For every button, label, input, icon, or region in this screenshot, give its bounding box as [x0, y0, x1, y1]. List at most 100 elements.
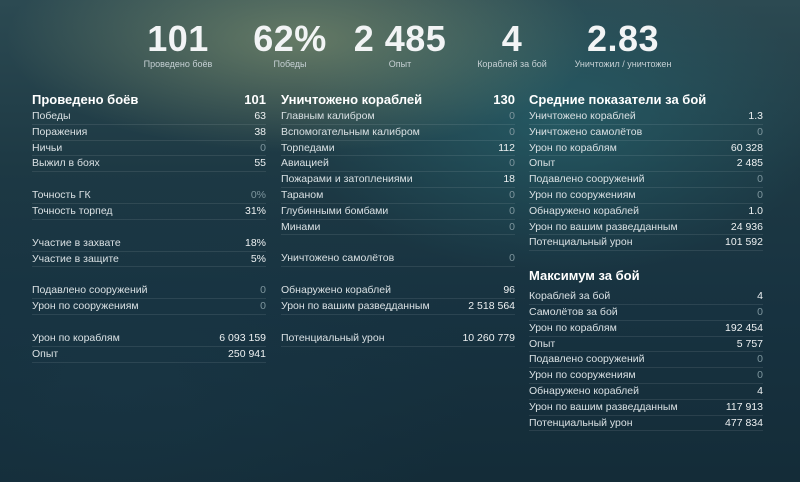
- stat-label: Кораблей за бой: [529, 290, 611, 303]
- section-header: Средние показатели за бой: [529, 90, 763, 109]
- stat-row: Торпедами 112: [281, 141, 515, 157]
- stat-value: 6 093 159: [219, 331, 266, 344]
- stat-value: 0: [509, 252, 515, 265]
- stat-value: 18%: [244, 236, 266, 249]
- stat-value: 4: [757, 384, 763, 397]
- stat-row: Точность ГК 0%: [32, 188, 266, 204]
- stat-value: 0: [757, 173, 763, 186]
- summary-bar: 101 Проведено боёв 62% Победы 2 485 Опыт…: [0, 20, 800, 72]
- stat-row: Поражения 38: [32, 125, 266, 141]
- summary-label: Проведено боёв: [143, 59, 213, 69]
- stat-label: Опыт: [529, 157, 556, 170]
- stat-value: 0: [509, 220, 515, 233]
- stat-value: 24 936: [730, 220, 763, 233]
- stat-row: Опыт 5 757: [529, 337, 763, 353]
- stat-label: Уничтожено самолётов: [529, 125, 643, 138]
- section-title: Проведено боёв: [32, 92, 139, 107]
- stat-label: Обнаружено кораблей: [529, 204, 639, 217]
- stat-label: Вспомогательным калибром: [281, 125, 420, 138]
- stat-label: Торпедами: [281, 141, 335, 154]
- stat-label: Тараном: [281, 188, 324, 201]
- stat-label: Пожарами и затоплениями: [281, 173, 413, 186]
- stat-row: Урон по сооружениям 0: [529, 188, 763, 204]
- stat-row: Самолётов за бой 0: [529, 305, 763, 321]
- stat-label: Поражения: [32, 125, 88, 138]
- stat-value: 117 913: [725, 400, 763, 413]
- stat-label: Авиацией: [281, 157, 329, 170]
- stat-label: Потенциальный урон: [529, 236, 633, 249]
- stat-value: 0: [509, 110, 515, 122]
- stat-value: 10 260 779: [462, 331, 515, 344]
- stat-row: Глубинными бомбами 0: [281, 204, 515, 220]
- stat-value: 0: [509, 125, 515, 138]
- stat-value: 101 592: [725, 236, 763, 249]
- stat-value: 0%: [250, 189, 266, 202]
- summary-value: 62%: [253, 18, 327, 59]
- stat-label: Участие в защите: [32, 252, 119, 265]
- stat-row: Урон по кораблям 192 454: [529, 321, 763, 337]
- stat-label: Урон по вашим разведданным: [529, 220, 678, 233]
- summary-experience: 2 485 Опыт: [340, 18, 460, 70]
- stat-row: Обнаружено кораблей 1.0: [529, 204, 763, 220]
- stat-value: 2 518 564: [468, 299, 515, 312]
- stat-value: 4: [757, 290, 763, 303]
- stat-row: Подавлено сооружений 0: [529, 352, 763, 369]
- summary-label: Победы: [273, 59, 307, 69]
- stat-value: 0: [757, 125, 763, 138]
- summary-value: 2 485: [353, 18, 447, 59]
- stat-row: Уничтожено самолётов 0: [281, 251, 515, 268]
- section-total: 101: [244, 92, 266, 107]
- spacer: [281, 235, 515, 251]
- stat-row: Участие в защите 5%: [32, 252, 266, 268]
- stat-label: Урон по кораблям: [32, 331, 120, 344]
- stat-value: 2 485: [736, 157, 763, 170]
- stat-row: Ничьи 0: [32, 141, 266, 157]
- summary-value: 101: [147, 18, 209, 59]
- stat-value: 63: [254, 110, 266, 122]
- stat-row: Участие в захвате 18%: [32, 236, 266, 252]
- spacer: [32, 172, 266, 188]
- stat-label: Самолётов за бой: [529, 305, 618, 318]
- summary-label: Опыт: [388, 59, 412, 69]
- summary-ships-per-battle: 4 Кораблей за бой: [452, 18, 572, 70]
- summary-value: 4: [501, 18, 523, 59]
- summary-value: 2.83: [586, 18, 660, 59]
- spacer: [32, 220, 266, 236]
- summary-wins: 62% Победы: [230, 18, 350, 70]
- stat-label: Урон по кораблям: [529, 321, 617, 334]
- stat-label: Подавлено сооружений: [32, 284, 148, 297]
- stat-label: Обнаружено кораблей: [281, 284, 391, 297]
- stat-row: Урон по вашим разведданным 24 936: [529, 220, 763, 236]
- stat-label: Выжил в боях: [32, 157, 100, 170]
- section-header: Проведено боёв 101: [32, 90, 266, 109]
- stat-value: 18: [503, 173, 515, 186]
- stat-row: Обнаружено кораблей 96: [281, 283, 515, 299]
- stat-label: Уничтожено кораблей: [529, 110, 636, 122]
- stat-value: 0: [260, 141, 266, 154]
- stat-label: Участие в захвате: [32, 236, 121, 249]
- stat-row: Кораблей за бой 4: [529, 289, 763, 305]
- stat-value: 1.0: [748, 204, 763, 217]
- stat-row: Подавлено сооружений 0: [32, 283, 266, 300]
- stat-value: 192 454: [725, 321, 763, 334]
- stat-row: Авиацией 0: [281, 156, 515, 173]
- stat-value: 0: [509, 188, 515, 201]
- stat-label: Глубинными бомбами: [281, 204, 389, 217]
- summary-label: Кораблей за бой: [477, 59, 547, 69]
- stat-row: Опыт 2 485: [529, 156, 763, 173]
- stat-label: Главным калибром: [281, 110, 375, 122]
- stat-row: Уничтожено самолётов 0: [529, 125, 763, 141]
- stat-label: Урон по сооружениям: [529, 188, 636, 201]
- stat-value: 96: [503, 284, 515, 297]
- stat-row: Урон по кораблям 60 328: [529, 141, 763, 157]
- stat-row: Победы 63: [32, 109, 266, 125]
- stat-row: Урон по сооружениям 0: [32, 299, 266, 315]
- stat-value: 250 941: [228, 347, 266, 360]
- stat-label: Обнаружено кораблей: [529, 384, 639, 397]
- stat-label: Потенциальный урон: [529, 416, 633, 429]
- stat-value: 55: [254, 157, 266, 170]
- stat-row: Вспомогательным калибром 0: [281, 125, 515, 141]
- stat-label: Урон по сооружениям: [529, 369, 636, 382]
- averages-section: Средние показатели за бой Уничтожено кор…: [529, 90, 763, 432]
- section-total: 130: [493, 92, 515, 107]
